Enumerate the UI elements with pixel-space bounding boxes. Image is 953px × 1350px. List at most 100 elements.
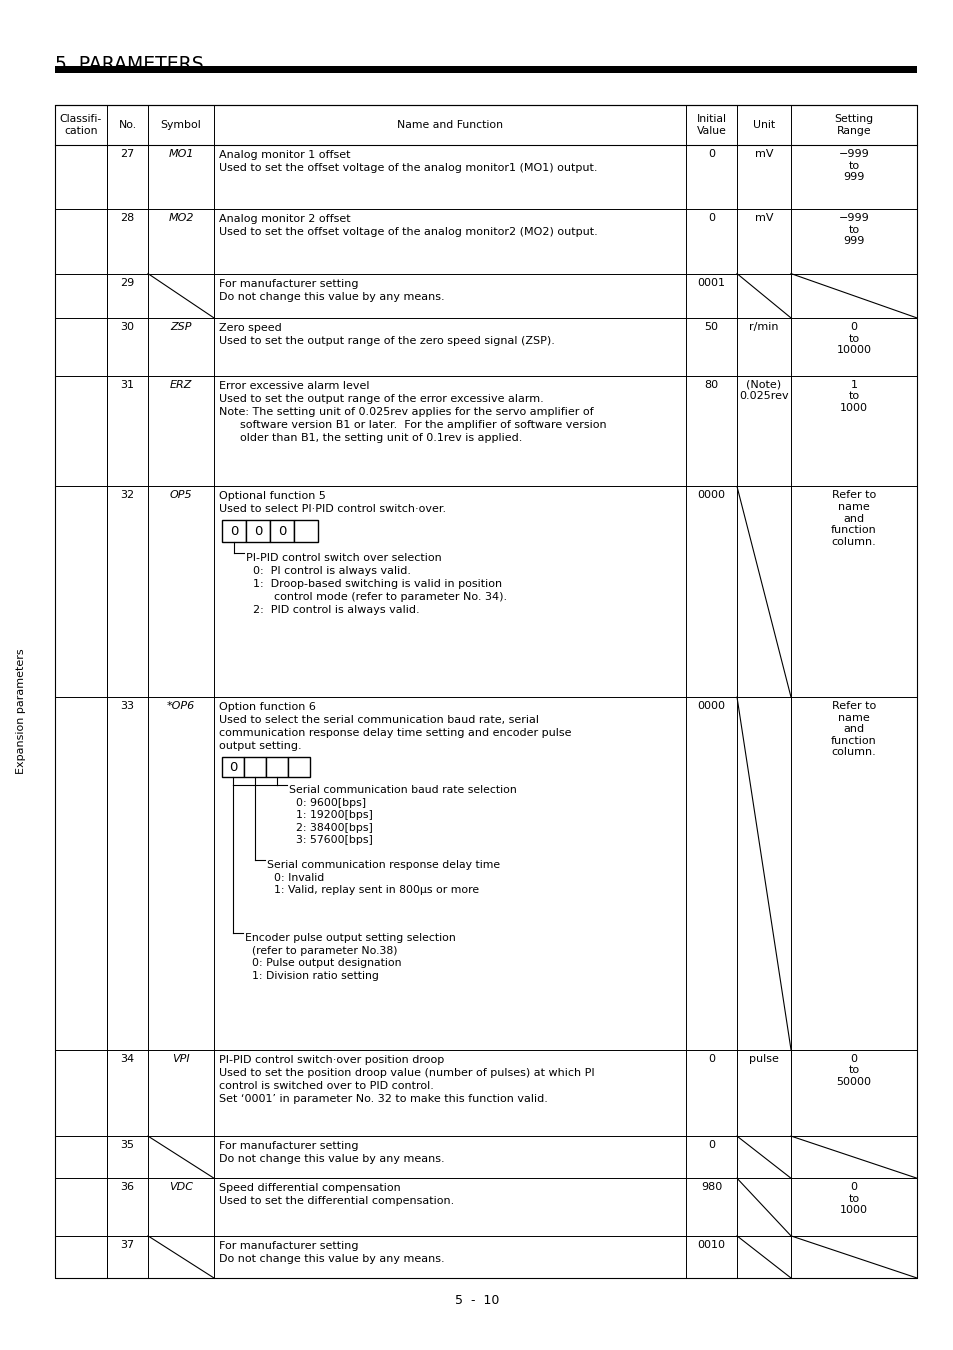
Text: 0: 0: [277, 525, 286, 537]
Text: 0010: 0010: [697, 1239, 724, 1250]
Text: Zero speed: Zero speed: [219, 323, 281, 333]
Text: Used to set the offset voltage of the analog monitor1 (MO1) output.: Used to set the offset voltage of the an…: [219, 163, 597, 173]
Text: 1: Division ratio setting: 1: Division ratio setting: [245, 971, 378, 980]
Text: 5. PARAMETERS: 5. PARAMETERS: [55, 55, 203, 74]
Text: 0:  PI control is always valid.: 0: PI control is always valid.: [246, 567, 411, 576]
Text: For manufacturer setting: For manufacturer setting: [219, 278, 358, 289]
Text: 50: 50: [703, 321, 718, 332]
Text: 0001: 0001: [697, 278, 724, 288]
Text: Used to set the differential compensation.: Used to set the differential compensatio…: [219, 1196, 454, 1207]
Text: r/min: r/min: [748, 321, 778, 332]
Text: Used to set the position droop value (number of pulses) at which PI: Used to set the position droop value (nu…: [219, 1068, 594, 1077]
Bar: [288, 757, 310, 778]
Text: Do not change this value by any means.: Do not change this value by any means.: [219, 292, 444, 301]
Text: Used to set the output range of the zero speed signal (ZSP).: Used to set the output range of the zero…: [219, 336, 555, 346]
Text: 30: 30: [120, 321, 134, 332]
Text: No.: No.: [118, 120, 136, 130]
Text: Initial
Value: Initial Value: [696, 115, 726, 136]
Text: communication response delay time setting and encoder pulse: communication response delay time settin…: [219, 728, 571, 738]
Text: Note: The setting unit of 0.025rev applies for the servo amplifier of: Note: The setting unit of 0.025rev appli…: [219, 406, 593, 417]
Bar: [270, 521, 294, 543]
Text: 980: 980: [700, 1183, 721, 1192]
Text: −999
to
999: −999 to 999: [838, 213, 868, 247]
Text: 0: 0: [707, 148, 714, 159]
Text: Do not change this value by any means.: Do not change this value by any means.: [219, 1254, 444, 1264]
Text: 0: Invalid: 0: Invalid: [267, 872, 324, 883]
Text: older than B1, the setting unit of 0.1rev is applied.: older than B1, the setting unit of 0.1re…: [219, 432, 522, 443]
Text: Classifi-
cation: Classifi- cation: [60, 115, 102, 136]
Bar: [244, 757, 266, 778]
Text: 34: 34: [120, 1053, 134, 1064]
Text: 0
to
1000: 0 to 1000: [840, 1183, 867, 1215]
Text: 3: 57600[bps]: 3: 57600[bps]: [289, 836, 373, 845]
Text: 31: 31: [120, 379, 134, 390]
Text: 36: 36: [120, 1183, 134, 1192]
Text: 0: Pulse output designation: 0: Pulse output designation: [245, 958, 401, 968]
Text: MO1: MO1: [168, 148, 193, 159]
Bar: [222, 757, 244, 778]
Text: control mode (refer to parameter No. 34).: control mode (refer to parameter No. 34)…: [246, 593, 507, 602]
Text: 0000: 0000: [697, 701, 724, 711]
Text: Option function 6: Option function 6: [219, 702, 315, 711]
Text: (Note)
0.025rev: (Note) 0.025rev: [739, 379, 788, 401]
Text: 0: 0: [707, 1141, 714, 1150]
Text: *OP6: *OP6: [167, 701, 195, 711]
Text: PI-PID control switch·over position droop: PI-PID control switch·over position droo…: [219, 1054, 444, 1065]
Text: 28: 28: [120, 213, 134, 223]
Text: Serial communication baud rate selection: Serial communication baud rate selection: [289, 786, 517, 795]
Text: Used to set the output range of the error excessive alarm.: Used to set the output range of the erro…: [219, 394, 543, 404]
Text: −999
to
999: −999 to 999: [838, 148, 868, 182]
Text: 0000: 0000: [697, 490, 724, 501]
Bar: [266, 757, 288, 778]
Text: 1:  Droop-based switching is valid in position: 1: Droop-based switching is valid in pos…: [246, 579, 501, 590]
Text: MO2: MO2: [168, 213, 193, 223]
Text: Name and Function: Name and Function: [396, 120, 502, 130]
Text: Used to select the serial communication baud rate, serial: Used to select the serial communication …: [219, 716, 538, 725]
Bar: [246, 521, 270, 543]
Text: For manufacturer setting: For manufacturer setting: [219, 1141, 358, 1152]
Text: 1
to
1000: 1 to 1000: [840, 379, 867, 413]
Text: Encoder pulse output setting selection: Encoder pulse output setting selection: [245, 933, 456, 944]
Bar: [55, 105, 916, 1278]
Text: 80: 80: [703, 379, 718, 390]
Text: 27: 27: [120, 148, 134, 159]
Text: Speed differential compensation: Speed differential compensation: [219, 1183, 400, 1193]
Text: 5  -  10: 5 - 10: [455, 1293, 498, 1307]
Text: Refer to
name
and
function
column.: Refer to name and function column.: [830, 701, 876, 757]
Text: OP5: OP5: [170, 490, 193, 501]
Text: Used to set the offset voltage of the analog monitor2 (MO2) output.: Used to set the offset voltage of the an…: [219, 227, 598, 238]
Text: 2:  PID control is always valid.: 2: PID control is always valid.: [246, 605, 419, 616]
Text: pulse: pulse: [748, 1053, 778, 1064]
Text: 33: 33: [120, 701, 134, 711]
Text: 35: 35: [120, 1141, 134, 1150]
Bar: [294, 521, 317, 543]
Text: 0: 0: [230, 525, 238, 537]
Text: 0: 9600[bps]: 0: 9600[bps]: [289, 798, 366, 807]
Text: mV: mV: [754, 213, 773, 223]
Text: Used to select PI·PID control switch·over.: Used to select PI·PID control switch·ove…: [219, 505, 446, 514]
Text: 1: 19200[bps]: 1: 19200[bps]: [289, 810, 373, 819]
Text: software version B1 or later.  For the amplifier of software version: software version B1 or later. For the am…: [219, 420, 606, 429]
Text: 2: 38400[bps]: 2: 38400[bps]: [289, 822, 373, 833]
Text: Analog monitor 1 offset: Analog monitor 1 offset: [219, 150, 350, 161]
Text: Analog monitor 2 offset: Analog monitor 2 offset: [219, 215, 351, 224]
Text: mV: mV: [754, 148, 773, 159]
Text: 0
to
50000: 0 to 50000: [836, 1053, 871, 1087]
Text: ZSP: ZSP: [170, 321, 192, 332]
Text: Symbol: Symbol: [160, 120, 201, 130]
Text: (refer to parameter No.38): (refer to parameter No.38): [245, 945, 397, 956]
Text: output setting.: output setting.: [219, 741, 301, 751]
Bar: [55, 66, 916, 73]
Bar: [222, 521, 246, 543]
Text: For manufacturer setting: For manufacturer setting: [219, 1241, 358, 1251]
Text: Unit: Unit: [752, 120, 774, 130]
Text: VPI: VPI: [172, 1053, 190, 1064]
Text: Setting
Range: Setting Range: [834, 115, 873, 136]
Text: 0
to
10000: 0 to 10000: [836, 321, 871, 355]
Text: Do not change this value by any means.: Do not change this value by any means.: [219, 1154, 444, 1164]
Text: Optional function 5: Optional function 5: [219, 491, 326, 501]
Text: 29: 29: [120, 278, 134, 288]
Text: Error excessive alarm level: Error excessive alarm level: [219, 381, 369, 390]
Text: 0: 0: [253, 525, 262, 537]
Text: 0: 0: [707, 213, 714, 223]
